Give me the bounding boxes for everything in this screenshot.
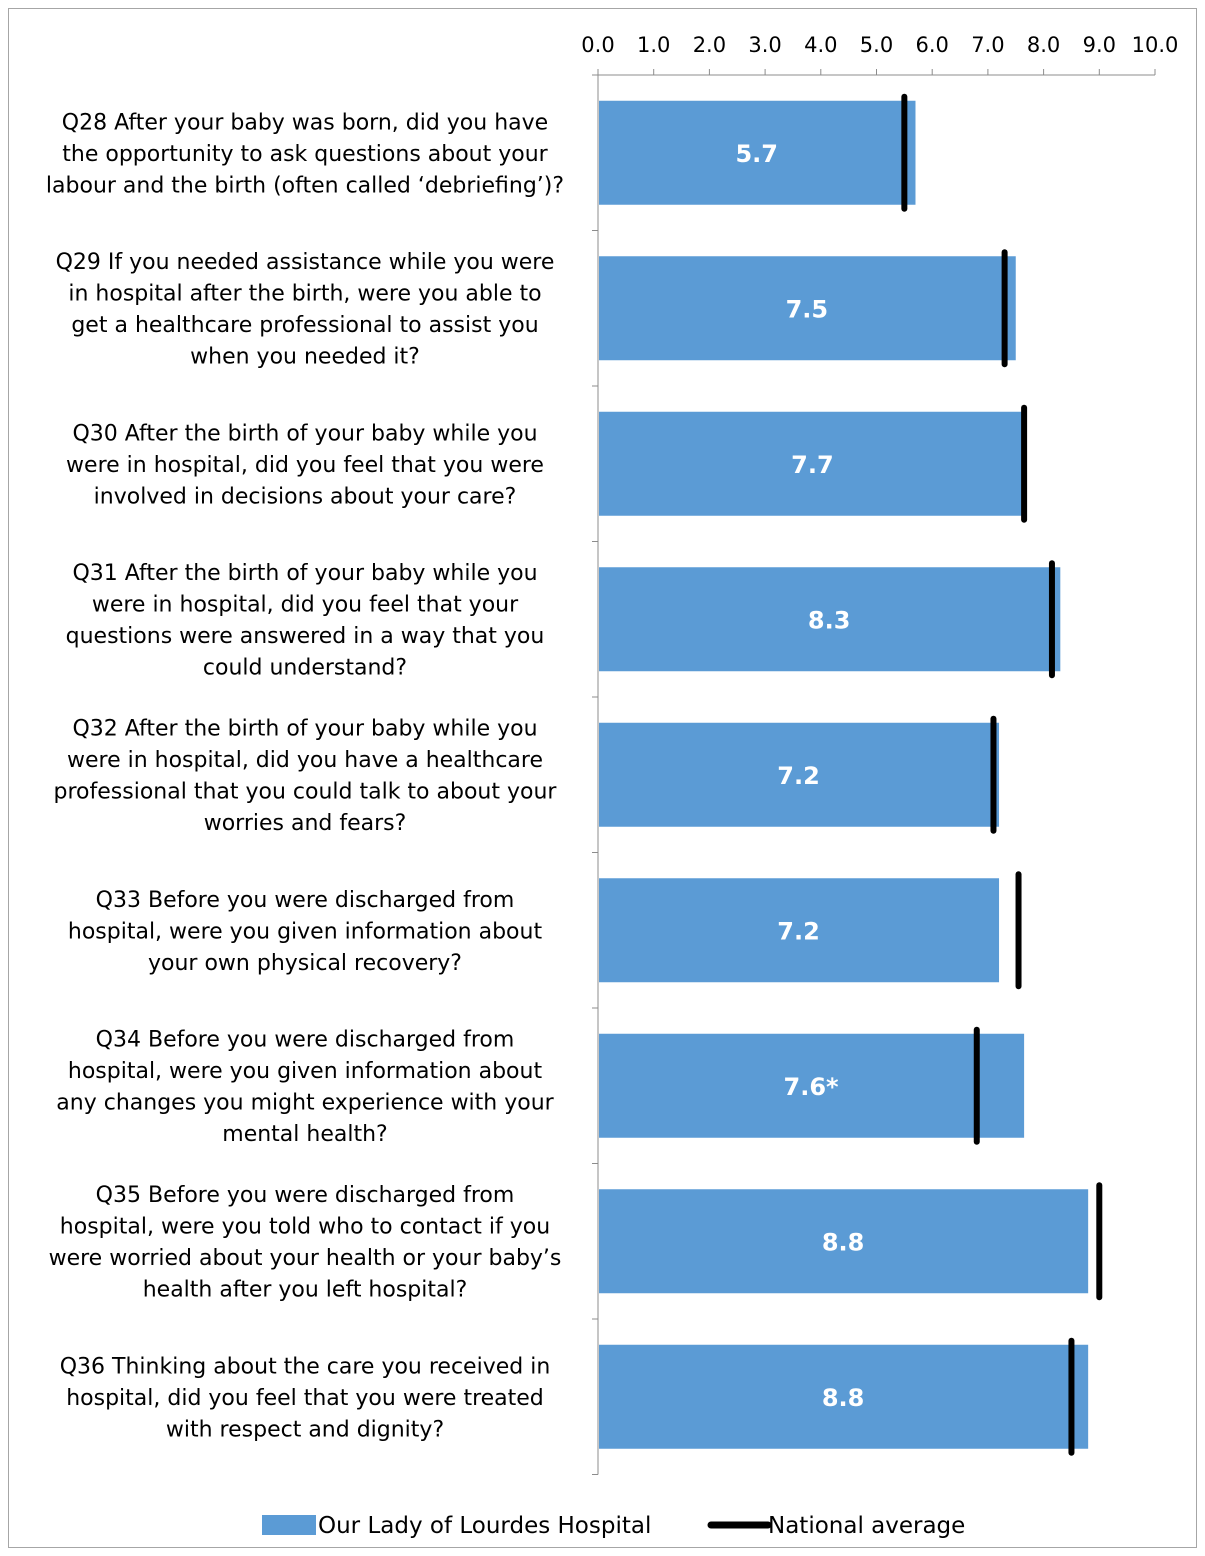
category-label-line: when you needed it?: [190, 345, 420, 370]
x-tick-label: 10.0: [1132, 33, 1179, 57]
x-tick-label: 9.0: [1083, 33, 1116, 57]
category-label-line: Q34 Before you were discharged from: [96, 1028, 515, 1053]
x-tick-label: 2.0: [693, 33, 726, 57]
bar-value-label: 8.8: [822, 1228, 865, 1256]
category-label-line: professional that you could talk to abou…: [54, 780, 558, 805]
bar-8: [599, 1189, 1089, 1294]
x-tick-label: 3.0: [748, 33, 781, 57]
bar-value-label: 7.2: [777, 762, 820, 790]
bar-value-label: 8.8: [822, 1384, 865, 1412]
bar-value-label: 7.5: [786, 295, 829, 323]
category-label: Q34 Before you were discharged from hospi…: [56, 1028, 554, 1148]
category-label-line: Q36 Thinking about the care you received…: [60, 1354, 551, 1379]
category-label: Q32 After the birth of your baby while y…: [54, 717, 558, 837]
category-label-line: Q30 After the birth of your baby while y…: [72, 421, 537, 446]
category-label-line: were in hospital, did you feel that your: [92, 593, 519, 618]
category-label-line: were in hospital, did you have a healthc…: [67, 748, 543, 773]
bar-1: [599, 100, 916, 205]
bar-value-label: 7.7: [791, 451, 834, 479]
x-tick-label: 5.0: [860, 33, 893, 57]
bar-3: [599, 411, 1027, 516]
legend-label-hospital: Our Lady of Lourdes Hospital: [318, 1513, 651, 1539]
x-tick-label: 6.0: [915, 33, 948, 57]
bar-value-label: 7.6*: [784, 1073, 840, 1101]
category-label-line: your own physical recovery?: [148, 951, 462, 976]
x-tick-label: 1.0: [637, 33, 670, 57]
category-label: Q35 Before you were discharged from hospi…: [49, 1183, 562, 1303]
category-label-line: Q33 Before you were discharged from: [96, 888, 515, 913]
bar-5: [599, 722, 1000, 827]
bar-value-label: 8.3: [808, 606, 851, 634]
category-label-line: get a healthcare professional to assist …: [71, 313, 538, 338]
bar-9: [599, 1344, 1089, 1449]
category-label-line: any changes you might experience with yo…: [56, 1091, 554, 1116]
bar-value-label: 5.7: [735, 140, 778, 168]
category-label-line: mental health?: [222, 1122, 387, 1147]
x-tick-label: 4.0: [804, 33, 837, 57]
category-label-line: Q29 If you needed assistance while you w…: [56, 250, 555, 275]
category-label-line: were in hospital, did you feel that you …: [66, 453, 544, 478]
bar-4: [599, 567, 1061, 672]
x-tick-label: 0.0: [581, 33, 614, 57]
category-label-line: Q28 After your baby was born, did you ha…: [62, 110, 548, 135]
category-label-line: Q32 After the birth of your baby while y…: [72, 717, 537, 742]
category-label: Q33 Before you were discharged from hospi…: [68, 888, 543, 976]
category-label: Q28 After your baby was born, did you ha…: [46, 110, 564, 198]
category-label-line: Q31 After the birth of your baby while y…: [72, 561, 537, 586]
category-label: Q36 Thinking about the care you received…: [60, 1354, 551, 1442]
category-label-line: hospital, were you told who to contact i…: [60, 1215, 550, 1240]
chart-frame: [8, 8, 1197, 1548]
category-label-line: hospital, were you given information abo…: [68, 1059, 543, 1084]
category-label-line: questions were answered in a way that yo…: [66, 624, 545, 649]
bar-6: [599, 878, 1000, 983]
category-label-line: involved in decisions about your care?: [94, 484, 517, 509]
category-label-line: Q35 Before you were discharged from: [96, 1183, 515, 1208]
category-label-line: health after you left hospital?: [143, 1278, 468, 1303]
legend-label-national: National average: [768, 1513, 965, 1539]
category-label-line: hospital, did you feel that you were tre…: [66, 1386, 544, 1411]
bar-7: [599, 1033, 1025, 1138]
x-tick-label: 7.0: [971, 33, 1004, 57]
bar-2: [599, 256, 1016, 361]
legend-swatch-hospital: [262, 1515, 316, 1535]
category-label: Q31 After the birth of your baby while y…: [66, 561, 545, 681]
bar-value-label: 7.2: [777, 917, 820, 945]
category-label-line: could understand?: [203, 656, 407, 681]
category-label-line: worries and fears?: [204, 811, 407, 836]
category-label-line: in hospital after the birth, were you ab…: [68, 282, 541, 307]
category-label-line: labour and the birth (often called ‘debr…: [46, 173, 564, 198]
x-tick-label: 8.0: [1027, 33, 1060, 57]
category-label: Q30 After the birth of your baby while y…: [66, 421, 544, 509]
category-label-line: with respect and dignity?: [166, 1417, 444, 1442]
category-label-line: were worried about your health or your b…: [49, 1246, 562, 1271]
category-label: Q29 If you needed assistance while you w…: [56, 250, 555, 370]
category-label-line: the opportunity to ask questions about y…: [62, 142, 548, 167]
category-label-line: hospital, were you given information abo…: [68, 919, 543, 944]
